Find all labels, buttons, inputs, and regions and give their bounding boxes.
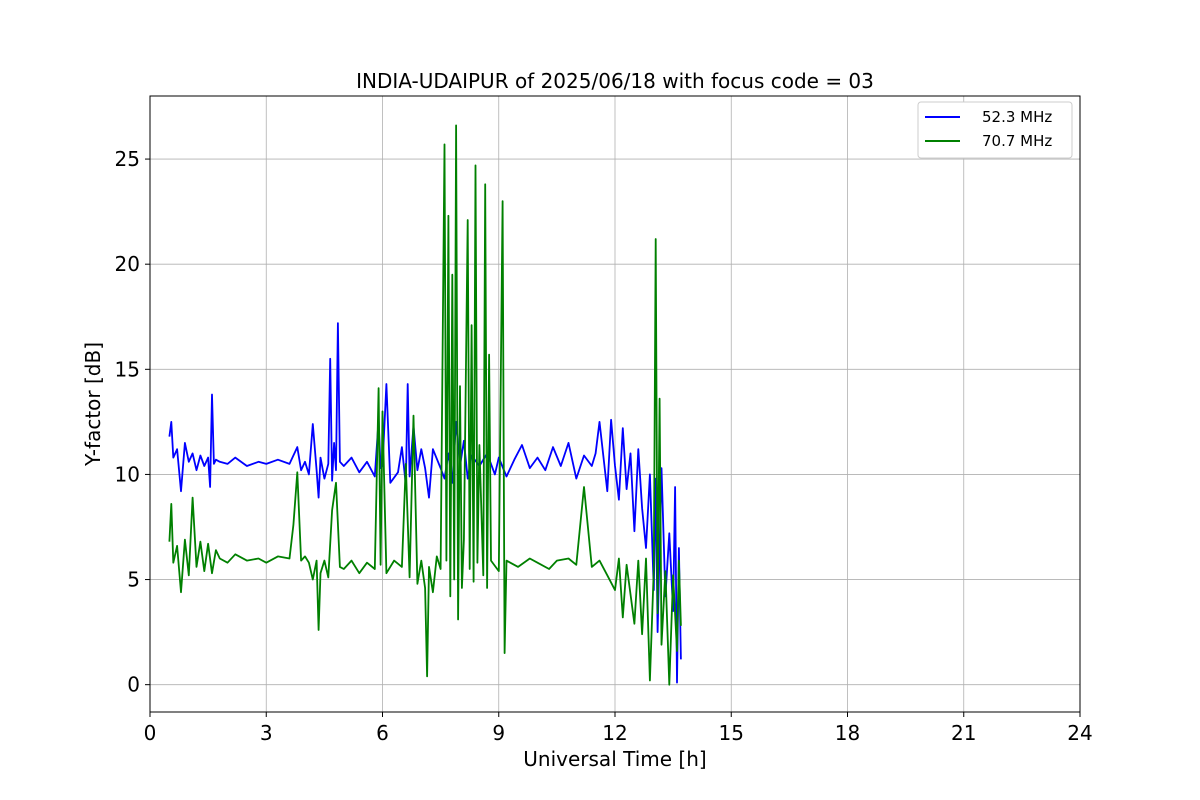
legend-label-series-1: 52.3 MHz [982,108,1052,126]
x-tick-label: 21 [951,721,976,745]
series-line-2 [168,124,682,686]
x-tick-label: 0 [144,721,157,745]
x-tick-label: 24 [1067,721,1092,745]
chart-title: INDIA-UDAIPUR of 2025/06/18 with focus c… [356,69,874,93]
legend-label-series-2: 70.7 MHz [982,132,1052,150]
x-axis-label: Universal Time [h] [523,747,706,771]
x-tick-label: 18 [835,721,860,745]
grid [149,96,1081,712]
y-tick-label: 25 [115,147,140,171]
x-tick-label: 6 [376,721,389,745]
axis-ticks: 0 3 6 9 12 15 18 21 24 0 5 10 15 20 25 [115,147,1093,745]
x-tick-label: 3 [260,721,273,745]
series-layer [168,124,682,686]
x-tick-label: 9 [492,721,505,745]
y-tick-label: 10 [115,462,140,486]
y-tick-label: 0 [127,673,140,697]
y-axis-label: Y-factor [dB] [81,342,105,467]
y-tick-label: 20 [115,252,140,276]
y-tick-label: 5 [127,568,140,592]
y-tick-label: 15 [115,357,140,381]
x-tick-label: 12 [602,721,627,745]
legend: 52.3 MHz 70.7 MHz [917,101,1073,159]
x-tick-label: 15 [719,721,744,745]
